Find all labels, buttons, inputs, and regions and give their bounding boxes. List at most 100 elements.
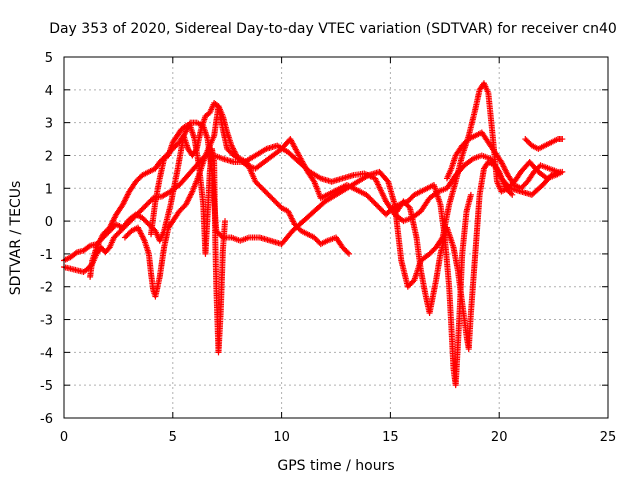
data-point [144,220,151,227]
data-point [228,149,235,156]
y-tick-label: 4 [45,84,53,99]
data-point [342,246,349,253]
data-point [177,206,184,213]
data-point [340,245,347,252]
data-point [178,205,185,212]
y-tick-label: 1 [45,182,53,197]
data-point [268,194,275,201]
x-tick-labels: 0 5 10 15 20 25 [60,430,616,445]
plot-frame [63,56,609,419]
y-axis-label: SDTVAR / TECUs [8,181,24,296]
data-point [426,250,433,257]
x-tick-label: 25 [600,430,617,445]
data-points [61,80,566,389]
y-tick-label: -2 [40,281,53,296]
data-point [371,199,378,206]
data-point [139,205,146,212]
data-point [141,204,148,211]
data-point [366,194,373,201]
data-point [404,202,411,209]
data-point [385,208,392,215]
data-point [369,198,376,205]
data-point [255,181,262,188]
y-tick-label: -4 [40,346,53,361]
x-tick-label: 20 [491,430,508,445]
data-point [72,250,79,257]
data-point [523,137,530,144]
y-tick-labels: -6 -5 -4 -3 -2 -1 0 1 2 3 4 5 [40,51,53,427]
data-point [147,197,154,204]
data-point [143,201,150,208]
data-point [406,282,413,289]
x-tick-label: 10 [273,430,290,445]
data-point [509,191,516,198]
data-point [521,181,528,188]
data-point [100,231,107,238]
data-point [311,234,318,241]
data-point [102,228,109,235]
data-point [429,248,436,255]
data-point [138,206,145,213]
data-point [315,238,322,245]
data-point [123,233,130,240]
data-point [312,235,319,242]
data-point [363,191,370,198]
data-point [367,195,374,202]
data-point [386,207,393,214]
data-point [377,206,384,213]
data-point [261,187,268,194]
y-tick-label: -3 [40,314,53,329]
data-point [554,168,561,175]
series-track-4 [87,99,353,280]
data-point [401,199,408,206]
data-point [291,221,298,228]
x-axis-label: GPS time / hours [277,458,394,474]
data-point [224,145,231,152]
data-point [526,139,533,146]
data-point [467,191,474,198]
data-point [534,164,541,171]
data-point [101,229,108,236]
data-point [222,218,229,225]
data-point [403,201,410,208]
data-point [140,216,147,223]
data-point [146,199,153,206]
data-point [135,176,142,183]
data-point [559,136,566,143]
data-point [380,208,387,215]
data-point [531,168,538,175]
y-tick-label: 0 [45,215,53,230]
data-point [136,174,143,181]
data-point [408,194,415,201]
data-point [125,230,132,237]
data-point [344,249,351,256]
axis-ticks [63,56,609,419]
data-point [173,141,180,148]
data-point [256,182,263,189]
data-point [404,283,411,290]
data-point [121,234,128,241]
data-point [533,166,540,173]
data-point [265,191,272,198]
series-track-6 [393,159,564,353]
data-point [524,138,531,145]
series-track-5 [148,122,229,356]
data-point [114,230,121,237]
data-point [143,218,150,225]
data-point [116,229,123,236]
chart-title: Day 353 of 2020, Sidereal Day-to-day VTE… [49,21,617,37]
data-point [180,204,187,211]
data-point [459,142,466,149]
data-point [104,227,111,234]
x-tick-label: 15 [382,430,399,445]
data-point [113,231,120,238]
data-point [507,190,514,197]
y-tick-label: -5 [40,379,53,394]
data-point [522,136,529,143]
data-point [532,167,539,174]
data-point [266,193,273,200]
data-point [460,141,467,148]
data-point [124,231,131,238]
data-point [272,198,279,205]
